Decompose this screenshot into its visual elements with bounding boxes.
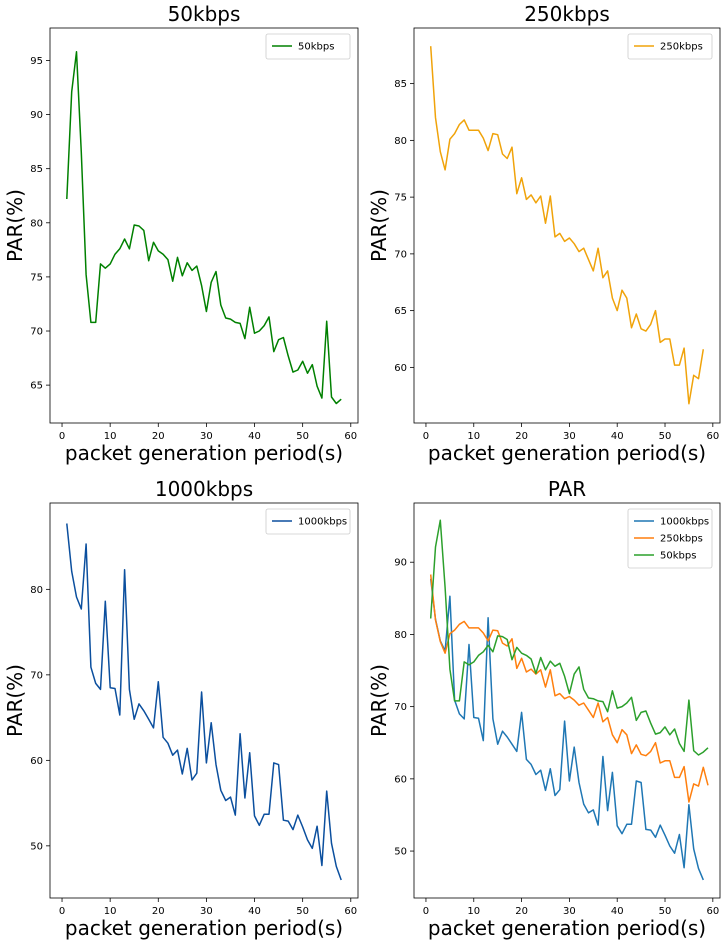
x-tick-label: 30 [200,431,213,442]
x-tick-label: 40 [611,431,624,442]
x-tick-label: 40 [248,906,261,917]
legend: 1000kbps 250kbps 50kbps [627,508,713,569]
x-tick-label: 60 [706,431,719,442]
legend: 250kbps [627,33,713,60]
y-tick-label: 50 [30,841,43,852]
legend-box [265,508,351,535]
x-tick-label: 50 [659,431,672,442]
y-tick-label: 85 [394,79,407,90]
plot-frame [49,27,359,424]
y-axis-label: PAR(%) [367,664,391,737]
y-tick-label: 75 [30,272,43,283]
chart-panel-1: 0 10 20 30 40 50 60 65 70 75 80 85 90 95 50kbps packet … [3,2,359,465]
legend-box [627,508,713,569]
series-line-1000kbps [429,578,704,881]
x-tick-label: 20 [152,431,165,442]
y-tick-label: 60 [30,756,43,767]
legend-box [265,33,351,60]
y-tick-label: 85 [30,164,43,175]
legend: 50kbps [265,33,351,60]
x-tick-label: 0 [59,906,65,917]
y-tick-label: 90 [30,110,43,121]
y-tick-label: 90 [394,558,407,569]
y-tick-label: 65 [394,306,407,317]
y-axis-label: PAR(%) [3,664,27,737]
series-line-50kbps [429,519,709,756]
x-axis-label: packet generation period(s) [65,916,343,940]
legend-label: 50kbps [660,551,696,562]
chart-panel-4: 0 10 20 30 40 50 60 50 60 70 80 90 PAR packet generat… [367,477,721,940]
legend-label: 250kbps [660,534,703,545]
legend: 1000kbps [265,508,351,535]
y-axis-label: PAR(%) [3,189,27,262]
chart-title: 250kbps [524,2,610,26]
legend-label: 1000kbps [298,517,347,528]
y-tick-label: 95 [30,56,43,67]
y-tick-label: 80 [394,136,407,147]
y-axis-label: PAR(%) [367,189,391,262]
x-tick-label: 10 [104,906,117,917]
x-tick-label: 50 [296,906,309,917]
y-tick-label: 70 [394,702,407,713]
x-tick-label: 50 [659,906,672,917]
series-line-250kbps [429,574,709,803]
x-tick-label: 60 [706,906,719,917]
chart-title: 50kbps [168,2,241,26]
y-tick-label: 80 [30,585,43,596]
series-line-1000kbps [66,523,342,881]
legend-box [627,33,713,60]
x-tick-label: 60 [344,431,357,442]
y-tick-label: 70 [30,327,43,338]
x-tick-label: 10 [467,431,480,442]
x-tick-label: 20 [152,906,165,917]
y-tick-label: 60 [394,774,407,785]
x-tick-label: 0 [423,906,429,917]
legend-label: 250kbps [660,42,703,53]
y-tick-label: 60 [394,363,407,374]
y-tick-label: 65 [30,381,43,392]
legend-label: 1000kbps [660,517,709,528]
x-tick-label: 30 [563,906,576,917]
y-tick-label: 50 [394,847,407,858]
x-tick-label: 20 [515,431,528,442]
x-tick-label: 40 [248,431,261,442]
y-tick-label: 70 [30,670,43,681]
y-tick-label: 80 [394,630,407,641]
chart-panel-3: 0 10 20 30 40 50 60 50 60 70 80 1000kbps packet gene… [3,477,359,940]
chart-title: PAR [548,477,586,501]
x-axis-label: packet generation period(s) [65,441,343,465]
x-tick-label: 40 [611,906,624,917]
x-tick-label: 20 [515,906,528,917]
x-axis-label: packet generation period(s) [428,441,706,465]
chart-title: 1000kbps [155,477,253,501]
x-tick-label: 10 [467,906,480,917]
legend-label: 50kbps [298,42,334,53]
y-tick-label: 80 [30,218,43,229]
x-tick-label: 50 [296,431,309,442]
y-tick-label: 70 [394,249,407,260]
series-line-50kbps [66,51,342,405]
y-tick-label: 75 [394,193,407,204]
x-tick-label: 60 [344,906,357,917]
x-tick-label: 10 [104,431,117,442]
series-line-250kbps [429,46,705,405]
plot-frame [413,27,721,424]
chart-panel-2: 0 10 20 30 40 50 60 60 65 70 75 80 85 250kbps packet g… [367,2,721,465]
plot-frame [413,502,721,899]
x-tick-label: 0 [59,431,65,442]
x-tick-label: 0 [423,431,429,442]
x-tick-label: 30 [563,431,576,442]
x-axis-label: packet generation period(s) [428,916,706,940]
x-tick-label: 30 [200,906,213,917]
plot-frame [49,502,359,899]
